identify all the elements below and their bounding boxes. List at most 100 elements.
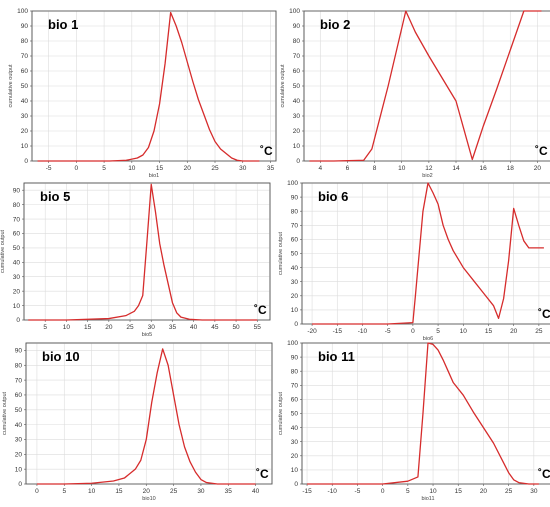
y-axis-label: cumulative output xyxy=(8,64,14,108)
series-line xyxy=(37,11,260,162)
x-tick-label: 25 xyxy=(535,328,543,335)
y-tick-label: 0 xyxy=(294,321,298,328)
y-tick-label: 90 xyxy=(293,23,301,30)
y-tick-label: 20 xyxy=(291,453,299,460)
plot-area xyxy=(25,342,273,485)
chart-panel-bio2: 4 6 8 10 12 14 16 18 20 0 10 20 30 40 50 60 70 80 90 100 bio… xyxy=(279,3,550,179)
y-tick-label: 80 xyxy=(21,38,29,45)
y-tick-label: 70 xyxy=(21,53,29,60)
x-tick-label: 5 xyxy=(62,488,66,495)
y-tick-label: 40 xyxy=(291,265,299,272)
y-tick-label: 0 xyxy=(16,317,20,324)
y-axis-label: cumulative output xyxy=(0,229,6,273)
y-tick-label: 100 xyxy=(287,340,298,347)
y-tick-label: 60 xyxy=(291,397,299,404)
y-tick-label: 30 xyxy=(293,113,301,120)
x-tick-label: 40 xyxy=(252,488,260,495)
x-axis-label: bio2 xyxy=(422,173,432,179)
y-tick-label: 90 xyxy=(15,348,23,355)
y-tick-label: 60 xyxy=(291,237,299,244)
y-tick-label: 10 xyxy=(293,143,301,150)
y-tick-label: 10 xyxy=(21,143,29,150)
y-tick-label: 0 xyxy=(18,481,22,488)
y-tick-label: 10 xyxy=(15,466,23,473)
chart-svg-bio1: -5 0 5 10 15 20 25 30 35 0 10 20 30 40 50 60 70 80 90 100 bi… xyxy=(8,8,277,179)
chart-title: bio 10 xyxy=(42,349,80,364)
x-tick-label: 30 xyxy=(530,488,538,495)
x-tick-label: 4 xyxy=(318,165,322,172)
y-tick-label: 50 xyxy=(15,407,23,414)
x-tick-label: 10 xyxy=(398,165,406,172)
x-tick-label: 5 xyxy=(436,328,440,335)
x-axis-label: bio6 xyxy=(423,336,433,342)
x-tick-label: 25 xyxy=(211,165,219,172)
y-axis-label: cumulative output xyxy=(278,231,284,275)
plot-border xyxy=(23,182,271,321)
x-tick-label: -5 xyxy=(46,165,52,172)
y-tick-label: 90 xyxy=(13,187,21,194)
x-tick-label: 35 xyxy=(267,165,275,172)
y-tick-label: 40 xyxy=(291,425,299,432)
x-tick-label: 15 xyxy=(485,328,493,335)
x-tick-label: -10 xyxy=(358,328,368,335)
unit-label: ˚C xyxy=(260,144,273,158)
y-tick-label: 80 xyxy=(15,362,23,369)
x-tick-label: 0 xyxy=(411,328,415,335)
plot-area xyxy=(23,182,271,321)
y-tick-label: 70 xyxy=(293,53,301,60)
x-tick-label: 20 xyxy=(510,328,518,335)
y-tick-label: 50 xyxy=(291,251,299,258)
y-tick-label: 10 xyxy=(291,467,299,474)
x-tick-label: 10 xyxy=(429,488,437,495)
x-tick-label: 25 xyxy=(126,324,134,331)
y-tick-label: 20 xyxy=(291,293,299,300)
x-axis-label: bio1 xyxy=(149,173,159,179)
chart-svg-bio5: 5 10 15 20 25 30 35 40 45 50 55 0 10 20 30 40 50 60 70 80 90… xyxy=(0,182,271,338)
x-tick-label: -15 xyxy=(302,488,312,495)
x-tick-label: 10 xyxy=(88,488,96,495)
x-tick-label: 10 xyxy=(460,328,468,335)
y-tick-label: 80 xyxy=(293,38,301,45)
y-tick-label: 40 xyxy=(293,98,301,105)
x-tick-label: 14 xyxy=(452,165,460,172)
chart-svg-bio11: -15 -10 -5 0 5 10 15 20 25 30 0 10 20 30 40 50 60 70 80 90 1… xyxy=(278,340,550,502)
x-tick-label: -20 xyxy=(307,328,317,335)
y-axis-label: cumulative output xyxy=(280,64,286,108)
y-tick-label: 80 xyxy=(13,202,21,209)
x-tick-label: 15 xyxy=(84,324,92,331)
x-tick-label: -5 xyxy=(355,488,361,495)
y-tick-label: 70 xyxy=(13,216,21,223)
y-tick-label: 50 xyxy=(13,245,21,252)
y-tick-label: 50 xyxy=(291,411,299,418)
x-tick-label: 30 xyxy=(148,324,156,331)
y-tick-label: 30 xyxy=(13,274,21,281)
x-tick-label: 5 xyxy=(406,488,410,495)
y-tick-label: 80 xyxy=(291,208,299,215)
y-tick-label: 40 xyxy=(21,98,29,105)
plot-border xyxy=(25,342,273,485)
series-line xyxy=(28,183,258,321)
y-tick-label: 90 xyxy=(21,23,29,30)
x-tick-label: 20 xyxy=(105,324,113,331)
x-tick-label: 0 xyxy=(35,488,39,495)
x-tick-label: 0 xyxy=(75,165,79,172)
x-tick-label: 10 xyxy=(63,324,71,331)
chart-title: bio 1 xyxy=(48,17,78,32)
x-tick-label: 25 xyxy=(170,488,178,495)
y-tick-label: 40 xyxy=(15,422,23,429)
y-tick-label: 70 xyxy=(15,377,23,384)
x-tick-label: 30 xyxy=(239,165,247,172)
y-tick-label: 100 xyxy=(289,8,300,15)
y-tick-label: 60 xyxy=(15,392,23,399)
y-tick-label: 70 xyxy=(291,383,299,390)
x-tick-label: -10 xyxy=(328,488,338,495)
x-tick-label: 8 xyxy=(373,165,377,172)
x-tick-label: 20 xyxy=(534,165,542,172)
unit-label: ˚C xyxy=(538,307,550,321)
chart-title: bio 6 xyxy=(318,189,348,204)
unit-label: ˚C xyxy=(535,144,548,158)
y-tick-label: 50 xyxy=(293,83,301,90)
y-tick-label: 0 xyxy=(24,158,28,165)
x-tick-label: 35 xyxy=(225,488,233,495)
x-tick-label: 18 xyxy=(507,165,515,172)
